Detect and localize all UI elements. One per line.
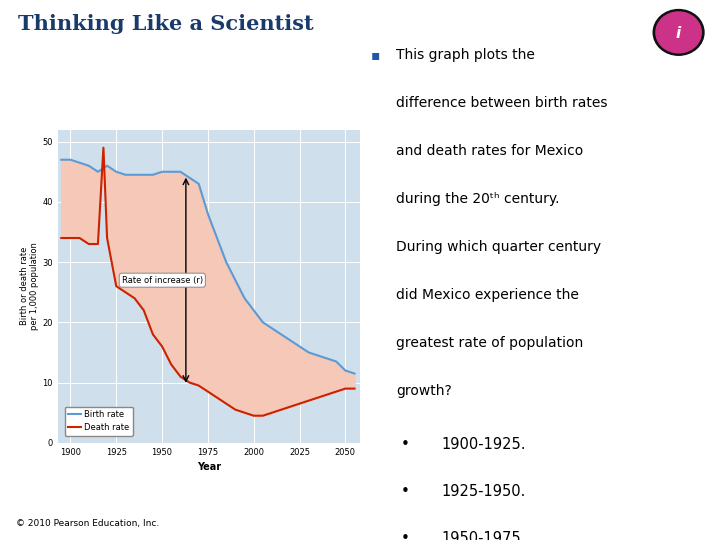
Text: i: i xyxy=(676,26,681,41)
Birth rate xyxy=(313,352,322,359)
Death rate xyxy=(130,295,139,301)
Birth rate xyxy=(185,174,194,181)
Text: 1900-1925.: 1900-1925. xyxy=(441,437,526,451)
Text: Thinking Like a Scientist: Thinking Like a Scientist xyxy=(18,14,314,33)
Birth rate xyxy=(305,349,313,356)
Text: greatest rate of population: greatest rate of population xyxy=(396,336,583,350)
Death rate xyxy=(313,394,322,401)
Line: Birth rate: Birth rate xyxy=(61,160,354,374)
Legend: Birth rate, Death rate: Birth rate, Death rate xyxy=(65,407,132,435)
Death rate xyxy=(112,283,120,289)
Birth rate xyxy=(148,172,157,178)
Death rate xyxy=(295,401,304,407)
Birth rate xyxy=(249,307,258,314)
Death rate xyxy=(84,241,93,247)
Death rate xyxy=(176,373,185,380)
Text: Rate of increase (r): Rate of increase (r) xyxy=(122,276,203,285)
Text: difference between birth rates: difference between birth rates xyxy=(396,97,608,111)
Text: •: • xyxy=(401,531,410,540)
Text: 1950-1975.: 1950-1975. xyxy=(441,531,526,540)
Death rate xyxy=(185,379,194,386)
Death rate xyxy=(258,413,267,419)
Line: Death rate: Death rate xyxy=(61,147,354,416)
Birth rate xyxy=(176,168,185,175)
Death rate xyxy=(76,235,84,241)
Death rate xyxy=(231,407,240,413)
Birth rate xyxy=(323,355,331,362)
Death rate xyxy=(66,235,75,241)
Circle shape xyxy=(656,12,701,53)
Death rate xyxy=(305,397,313,404)
Birth rate xyxy=(167,168,176,175)
X-axis label: Year: Year xyxy=(197,462,221,472)
Birth rate xyxy=(277,331,286,338)
Text: ▪: ▪ xyxy=(371,49,380,63)
Death rate xyxy=(158,343,166,350)
Text: •: • xyxy=(401,484,410,499)
Birth rate xyxy=(158,168,166,175)
Birth rate xyxy=(231,277,240,284)
Text: and death rates for Mexico: and death rates for Mexico xyxy=(396,144,583,158)
Birth rate xyxy=(84,163,93,169)
Birth rate xyxy=(140,172,148,178)
Death rate xyxy=(350,386,359,392)
Death rate xyxy=(332,388,341,395)
Text: •: • xyxy=(401,437,410,451)
Birth rate xyxy=(57,157,66,163)
Birth rate xyxy=(121,172,130,178)
Death rate xyxy=(323,392,331,398)
Birth rate xyxy=(286,337,294,343)
Death rate xyxy=(94,241,102,247)
Birth rate xyxy=(76,159,84,166)
Death rate xyxy=(249,413,258,419)
Text: did Mexico experience the: did Mexico experience the xyxy=(396,288,579,302)
Birth rate xyxy=(204,211,212,217)
Death rate xyxy=(268,409,276,416)
Birth rate xyxy=(130,172,139,178)
Text: During which quarter century: During which quarter century xyxy=(396,240,601,254)
Death rate xyxy=(57,235,66,241)
Death rate xyxy=(286,403,294,410)
Y-axis label: Birth or death rate
per 1,000 population: Birth or death rate per 1,000 population xyxy=(20,242,40,330)
Death rate xyxy=(194,382,203,389)
Death rate xyxy=(212,394,221,401)
Birth rate xyxy=(194,180,203,187)
Text: 1925-1950.: 1925-1950. xyxy=(441,484,526,499)
Death rate xyxy=(222,401,230,407)
Birth rate xyxy=(341,367,350,374)
Death rate xyxy=(240,409,249,416)
Birth rate xyxy=(103,163,112,169)
Text: during the 20ᵗʰ century.: during the 20ᵗʰ century. xyxy=(396,192,559,206)
Birth rate xyxy=(268,325,276,332)
Death rate xyxy=(341,386,350,392)
Birth rate xyxy=(222,259,230,265)
Birth rate xyxy=(258,319,267,326)
Birth rate xyxy=(332,358,341,365)
Death rate xyxy=(148,331,157,338)
Death rate xyxy=(103,235,112,241)
Death rate xyxy=(121,289,130,295)
Birth rate xyxy=(295,343,304,350)
Death rate xyxy=(204,388,212,395)
Death rate xyxy=(140,307,148,314)
Birth rate xyxy=(212,235,221,241)
Birth rate xyxy=(240,295,249,301)
Death rate xyxy=(167,361,176,368)
Death rate xyxy=(99,144,108,151)
Birth rate xyxy=(112,168,120,175)
Circle shape xyxy=(653,10,704,55)
Birth rate xyxy=(66,157,75,163)
Text: growth?: growth? xyxy=(396,384,451,398)
Death rate xyxy=(277,407,286,413)
Birth rate xyxy=(350,370,359,377)
Text: © 2010 Pearson Education, Inc.: © 2010 Pearson Education, Inc. xyxy=(16,519,159,528)
Text: This graph plots the: This graph plots the xyxy=(396,49,535,63)
Birth rate xyxy=(94,168,102,175)
